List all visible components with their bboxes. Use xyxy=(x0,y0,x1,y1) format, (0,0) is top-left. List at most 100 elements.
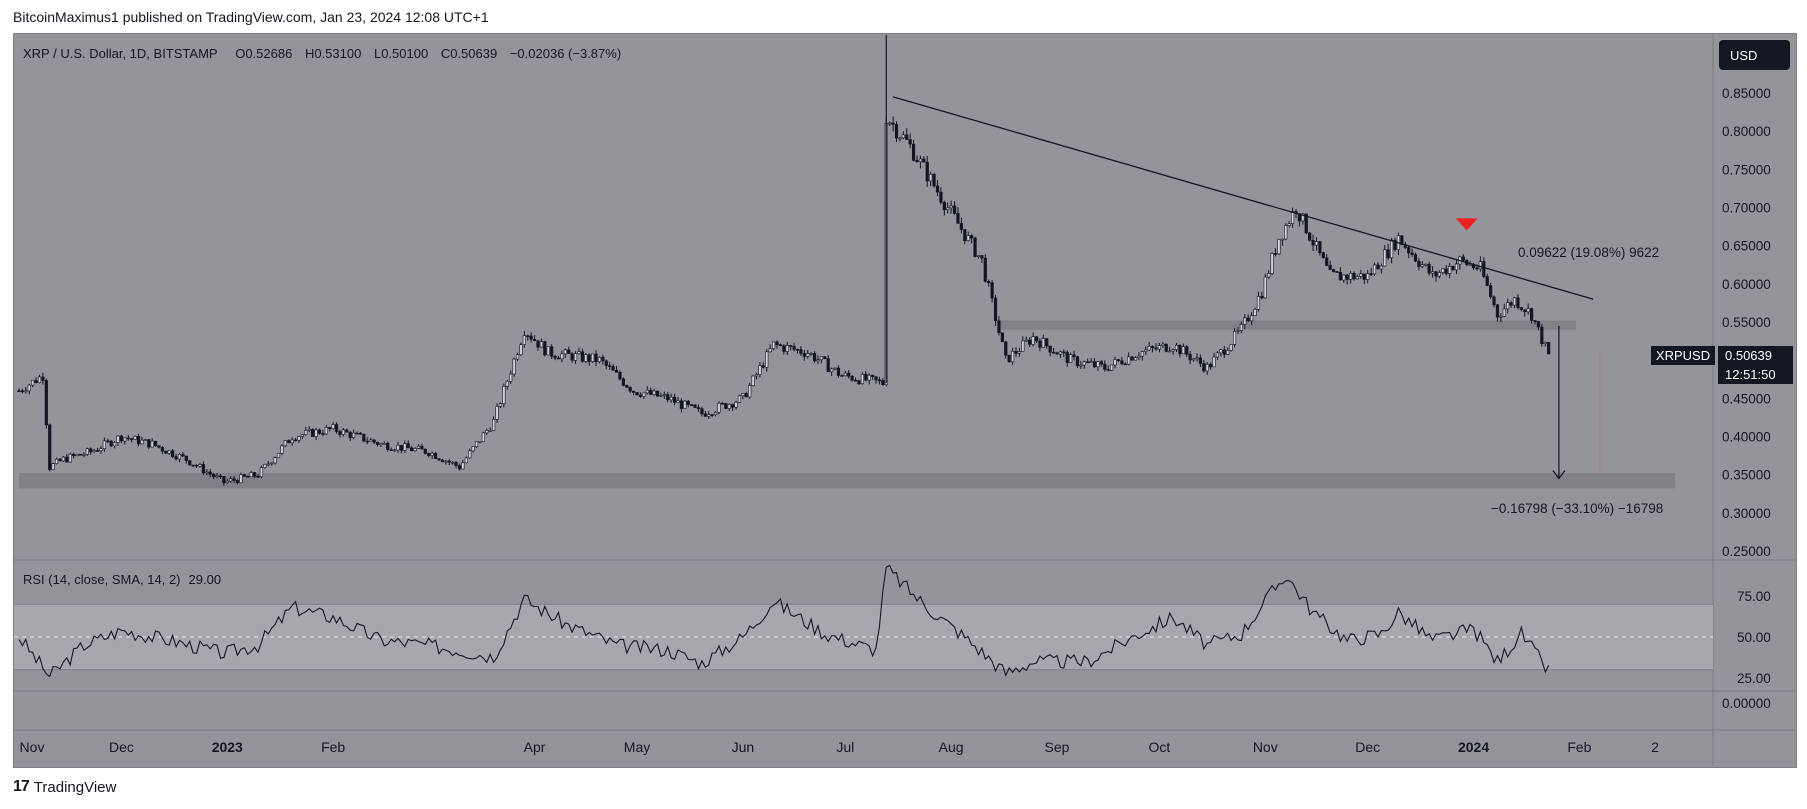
candle-body xyxy=(406,443,410,449)
candle-body xyxy=(608,365,612,367)
candle-body xyxy=(352,432,356,438)
candle-body xyxy=(809,353,813,355)
candle-body xyxy=(259,467,264,478)
candle-body xyxy=(382,442,386,445)
candle-body xyxy=(1127,356,1131,365)
candle-body xyxy=(82,454,86,456)
candle-body xyxy=(205,471,209,474)
candle-body xyxy=(372,439,376,443)
candle-body xyxy=(836,367,841,376)
candle-body xyxy=(126,437,130,440)
candle-body xyxy=(399,445,404,451)
candle-body xyxy=(1086,361,1090,364)
candle-body xyxy=(495,406,499,420)
high-value: 0.53100 xyxy=(314,46,362,61)
candle-body xyxy=(174,456,178,460)
candle-body xyxy=(553,355,557,359)
time-tick-label: 2 xyxy=(1651,739,1659,755)
candle-body xyxy=(840,375,844,377)
candle-body xyxy=(229,478,233,482)
candle-body xyxy=(246,476,250,478)
candle-body xyxy=(1048,345,1052,353)
candle-body xyxy=(1506,302,1510,310)
candle-body xyxy=(850,375,854,381)
candle-body xyxy=(345,429,349,433)
candle-body xyxy=(437,458,441,461)
candle-body xyxy=(1318,241,1322,254)
price-tick-label: 0.55000 xyxy=(1722,315,1771,330)
candle-body xyxy=(679,400,683,409)
candle-body xyxy=(1024,339,1028,342)
candle-body xyxy=(191,464,195,467)
candle-body xyxy=(970,235,974,239)
candle-body xyxy=(819,356,823,361)
candle-body xyxy=(1209,364,1213,368)
tradingview-brand[interactable]: 17 TradingView xyxy=(13,778,116,796)
candle-body xyxy=(1116,359,1121,361)
time-axis-ticks: Nov Dec 2023 Feb Apr May Jun Jul Aug Sep Oct Nov Dec… xyxy=(20,739,1660,755)
candle-body xyxy=(273,457,277,464)
candle-body xyxy=(894,124,899,139)
candle-body xyxy=(1174,344,1179,350)
candle-body xyxy=(201,464,205,474)
candle-body xyxy=(328,427,332,430)
candle-body xyxy=(290,439,294,444)
candle-body xyxy=(1502,308,1506,317)
time-tick-label: Sep xyxy=(1045,739,1070,755)
candle-body xyxy=(1495,304,1500,318)
candle-body xyxy=(1226,350,1230,355)
candle-body xyxy=(1096,361,1100,368)
bar-countdown: 12:51:50 xyxy=(1718,365,1793,384)
rsi-tick-label: 0.00000 xyxy=(1722,696,1771,711)
candle-body xyxy=(1007,354,1011,363)
candle-body xyxy=(116,435,120,443)
candle-body xyxy=(416,445,421,449)
publish-info: BitcoinMaximus1 published on TradingView… xyxy=(13,9,489,25)
candle-body xyxy=(748,385,752,398)
candle-body xyxy=(1028,339,1032,345)
candle-body xyxy=(1185,346,1189,355)
candle-body xyxy=(1335,271,1339,273)
candle-body xyxy=(939,191,943,203)
candle-body xyxy=(713,412,718,416)
candle-body xyxy=(1355,276,1360,280)
candle-body xyxy=(1451,266,1455,271)
candle-body xyxy=(703,413,707,417)
candle-body xyxy=(1079,364,1083,367)
price-tick-label: 0.40000 xyxy=(1722,430,1771,445)
candle-body xyxy=(95,450,100,452)
candle-body xyxy=(672,396,677,403)
candle-body xyxy=(150,440,154,448)
candle-body xyxy=(1267,273,1271,278)
candle-body xyxy=(1168,350,1172,353)
candle-body xyxy=(143,439,147,441)
candle-body xyxy=(1526,308,1530,313)
currency-button[interactable]: USD xyxy=(1719,40,1790,70)
candle-body xyxy=(1106,369,1110,371)
candle-body xyxy=(194,464,199,467)
candle-body xyxy=(1543,342,1547,345)
candle-body xyxy=(1273,253,1278,255)
symbol-label[interactable]: XRP / U.S. Dollar, 1D, BITSTAMP xyxy=(23,46,218,61)
candle-body xyxy=(1478,261,1482,270)
candle-body xyxy=(379,443,383,446)
candle-body xyxy=(983,257,987,282)
candle-body xyxy=(167,450,171,454)
candle-body xyxy=(1058,351,1063,355)
candle-body xyxy=(1075,356,1080,367)
candle-body xyxy=(871,374,875,377)
candle-body xyxy=(532,339,537,341)
candle-body xyxy=(1181,346,1185,355)
candle-body xyxy=(700,408,704,415)
candle-body xyxy=(857,380,861,385)
rsi-label[interactable]: RSI (14, close, SMA, 14, 2) xyxy=(23,572,181,587)
time-tick-label: Dec xyxy=(109,739,134,755)
candle-body xyxy=(386,442,390,450)
candle-body xyxy=(348,431,352,438)
candle-body xyxy=(314,429,318,437)
candle-body xyxy=(789,345,793,347)
candle-body xyxy=(768,348,772,353)
candle-body xyxy=(758,365,762,375)
candle-body xyxy=(1547,342,1551,355)
